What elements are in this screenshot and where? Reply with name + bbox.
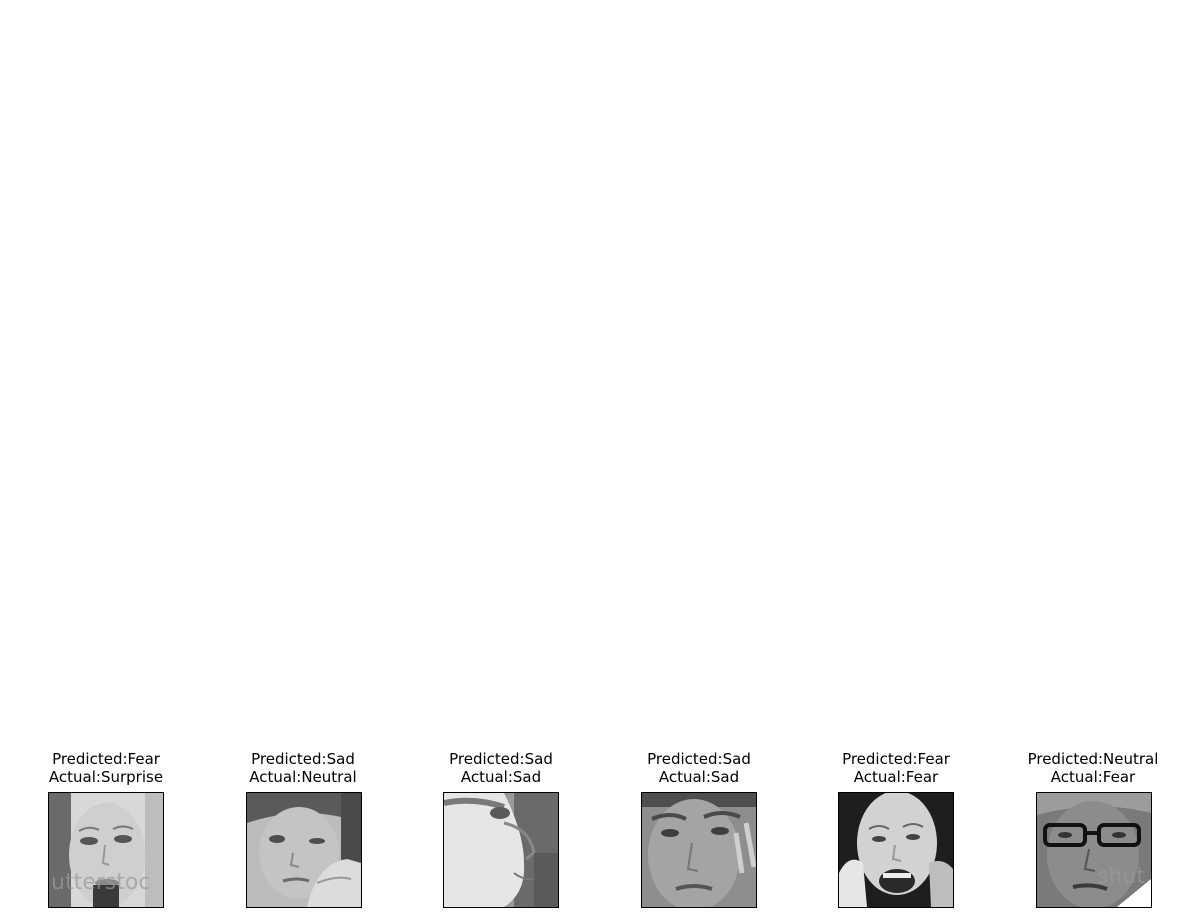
watermark-1: utterstoc — [51, 870, 150, 895]
panel-5-actual: Actual:Fear — [853, 768, 939, 786]
panel-3-predicted: Predicted:Sad — [449, 750, 553, 768]
watermark-6: shut — [1097, 864, 1145, 889]
panel-1-predicted: Predicted:Fear — [52, 750, 160, 768]
panel-4-predicted: Predicted:Sad — [647, 750, 751, 768]
panel-6: Predicted:Neutral Actual:Fear shut — [998, 750, 1188, 908]
panel-1: Predicted:Fear Actual:Surprise utterstoc — [11, 750, 201, 908]
panel-3-actual: Actual:Sad — [460, 768, 542, 786]
panel-3: Predicted:Sad Actual:Sad — [406, 750, 596, 908]
panel-1-actual: Actual:Surprise — [48, 768, 164, 786]
panel-5: Predicted:Fear Actual:Fear — [801, 750, 991, 908]
panel-2-predicted: Predicted:Sad — [251, 750, 355, 768]
panel-4-actual: Actual:Sad — [658, 768, 740, 786]
face-image-3 — [443, 792, 559, 908]
panel-5-predicted: Predicted:Fear — [842, 750, 950, 768]
panel-2: Predicted:Sad Actual:Neutral — [208, 750, 398, 908]
panel-4: Predicted:Sad Actual:Sad — [604, 750, 794, 908]
panel-2-actual: Actual:Neutral — [249, 768, 357, 786]
panel-6-predicted: Predicted:Neutral — [1027, 750, 1159, 768]
face-image-5 — [838, 792, 954, 908]
face-image-2 — [246, 792, 362, 908]
panel-6-actual: Actual:Fear — [1050, 768, 1136, 786]
face-image-4 — [641, 792, 757, 908]
face-image-6: shut — [1036, 792, 1152, 908]
face-image-1: utterstoc — [48, 792, 164, 908]
